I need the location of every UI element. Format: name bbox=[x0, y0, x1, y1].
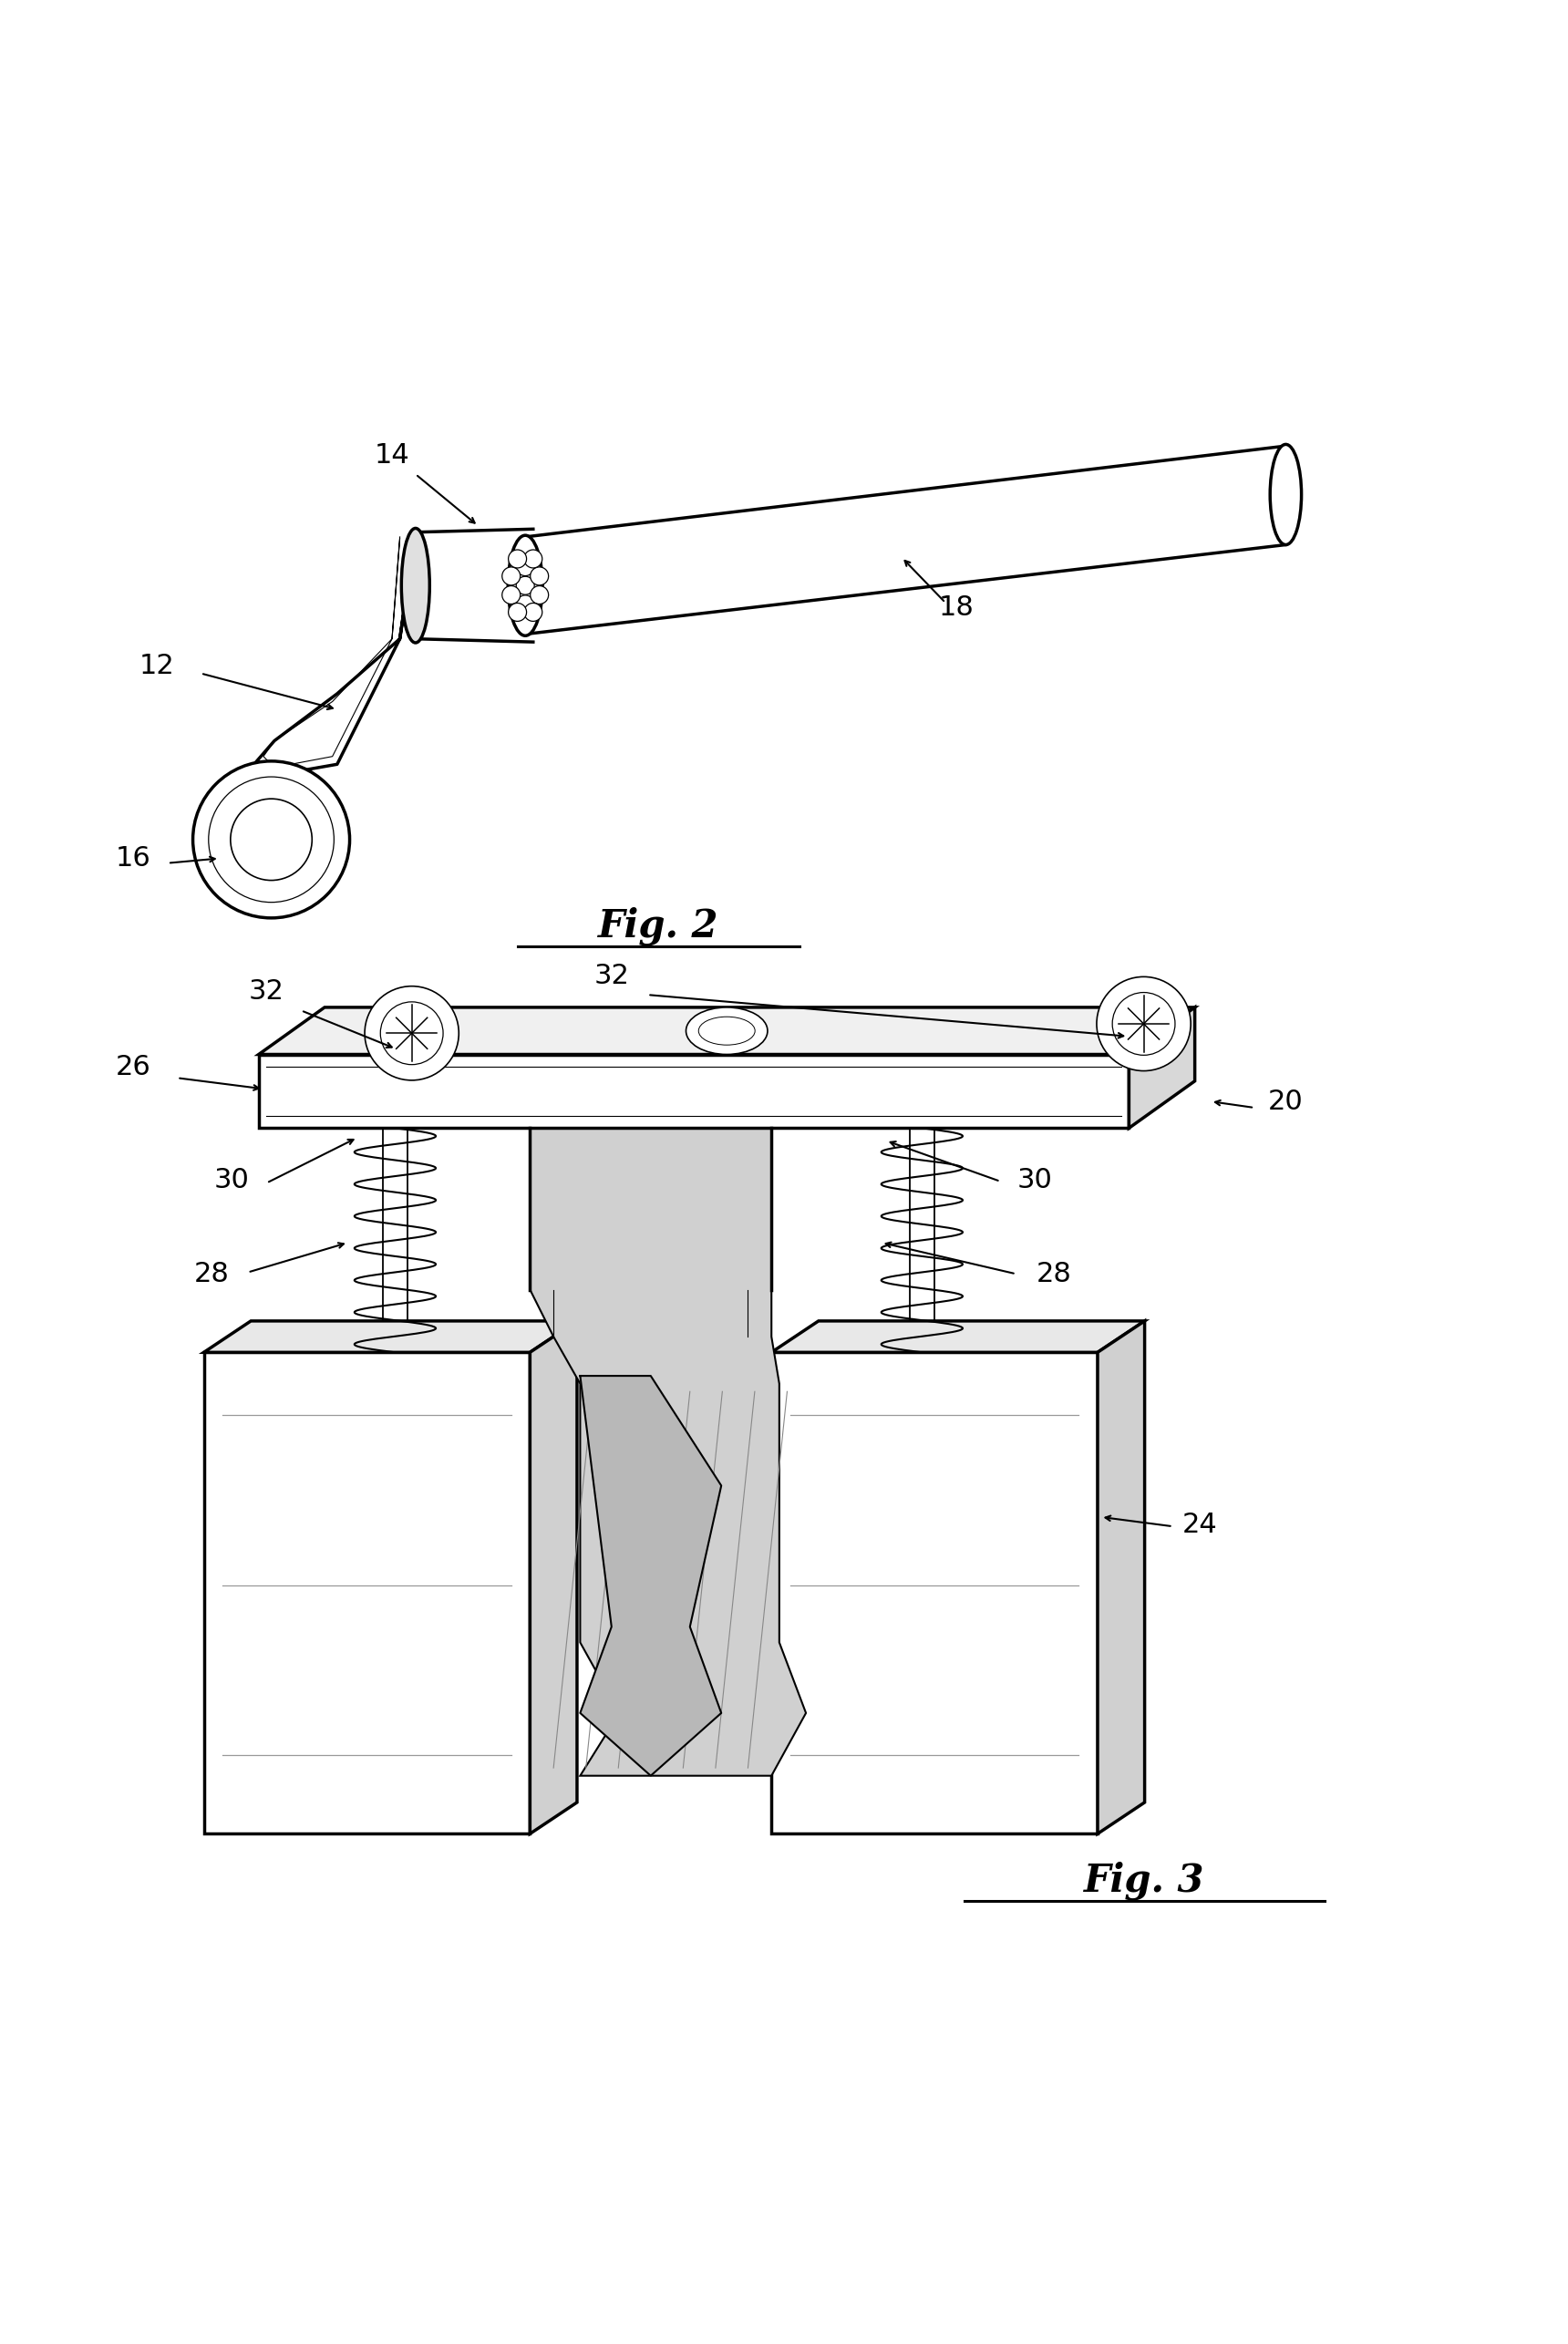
Text: 12: 12 bbox=[140, 652, 174, 680]
Circle shape bbox=[502, 586, 521, 605]
Text: Fig. 2: Fig. 2 bbox=[597, 907, 720, 945]
Polygon shape bbox=[580, 1376, 721, 1777]
Text: 32: 32 bbox=[249, 977, 284, 1006]
Text: 14: 14 bbox=[375, 443, 409, 469]
Polygon shape bbox=[204, 1352, 530, 1833]
Polygon shape bbox=[1129, 1008, 1195, 1127]
Circle shape bbox=[209, 776, 334, 902]
Circle shape bbox=[193, 762, 350, 919]
Circle shape bbox=[508, 602, 527, 621]
Text: 30: 30 bbox=[1018, 1167, 1052, 1193]
Text: 24: 24 bbox=[1182, 1512, 1217, 1538]
Circle shape bbox=[516, 595, 535, 614]
Circle shape bbox=[508, 551, 527, 567]
Polygon shape bbox=[254, 530, 416, 776]
Polygon shape bbox=[259, 1008, 1195, 1055]
Circle shape bbox=[365, 987, 459, 1081]
Text: 32: 32 bbox=[594, 963, 629, 989]
Ellipse shape bbox=[1270, 445, 1301, 544]
Circle shape bbox=[524, 551, 543, 567]
Circle shape bbox=[502, 567, 521, 586]
Ellipse shape bbox=[401, 527, 430, 642]
Text: 30: 30 bbox=[215, 1167, 249, 1193]
Text: 20: 20 bbox=[1269, 1088, 1303, 1116]
Circle shape bbox=[530, 567, 549, 586]
Polygon shape bbox=[530, 1127, 806, 1777]
Text: Fig. 3: Fig. 3 bbox=[1083, 1861, 1206, 1901]
Text: 18: 18 bbox=[939, 595, 974, 621]
Polygon shape bbox=[771, 1352, 1098, 1833]
Circle shape bbox=[230, 799, 312, 881]
Polygon shape bbox=[530, 1322, 577, 1833]
Text: 26: 26 bbox=[116, 1055, 151, 1081]
Text: 16: 16 bbox=[116, 846, 151, 872]
Ellipse shape bbox=[687, 1008, 768, 1055]
Circle shape bbox=[1096, 977, 1190, 1071]
Circle shape bbox=[530, 586, 549, 605]
Circle shape bbox=[524, 602, 543, 621]
Polygon shape bbox=[259, 1055, 1129, 1127]
Polygon shape bbox=[771, 1322, 1145, 1352]
Polygon shape bbox=[1098, 1322, 1145, 1833]
Circle shape bbox=[516, 558, 535, 577]
Ellipse shape bbox=[508, 534, 543, 635]
Polygon shape bbox=[204, 1322, 577, 1352]
Text: 28: 28 bbox=[194, 1261, 229, 1287]
Circle shape bbox=[516, 577, 535, 595]
Text: 28: 28 bbox=[1036, 1261, 1071, 1287]
